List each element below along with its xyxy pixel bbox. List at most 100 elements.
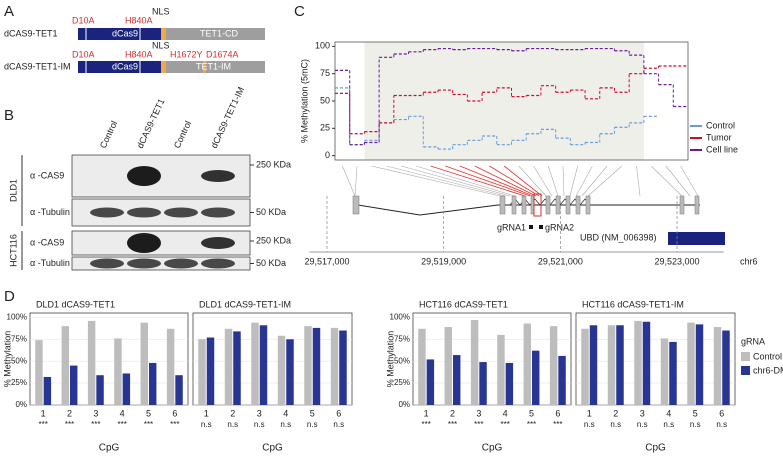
bar <box>259 325 268 405</box>
nls-label: NLS <box>152 6 170 16</box>
significance-label: *** <box>421 420 430 429</box>
x-tick-label: 2 <box>67 408 72 418</box>
bar <box>87 320 96 405</box>
gene-label: UBD (NM_006398) <box>580 232 657 242</box>
band <box>201 258 235 269</box>
x-tick-label: 6 <box>555 408 560 418</box>
exon <box>679 195 685 215</box>
cpg-link <box>474 165 537 197</box>
exon <box>545 195 551 215</box>
construct-name: dCAS9-TET1-IM <box>4 61 71 71</box>
significance-label: *** <box>38 420 47 429</box>
domain-label: dCas9 <box>112 28 138 38</box>
significance-label: n.s <box>201 420 212 429</box>
construct-2: dCAS9-TET1-IM dCas9 TET1-IM D10A H840A H… <box>4 40 265 73</box>
cpg-link <box>401 165 511 197</box>
x-tick-label: 5 <box>693 408 698 418</box>
grna-label: gRNA1 <box>497 222 526 232</box>
lane-label: dCAS9-TET1 <box>135 97 167 150</box>
bar <box>198 339 206 405</box>
y-axis-title: % Methylation (5mC) <box>299 59 309 143</box>
x-axis-title: CpG <box>99 443 120 454</box>
significance-label: n.s <box>227 420 238 429</box>
y-tick-label: 50 <box>320 95 330 105</box>
panel-label: B <box>4 107 14 124</box>
bar <box>43 376 52 405</box>
plot-frame <box>575 312 736 406</box>
significance-label: n.s <box>254 420 265 429</box>
panel-label: C <box>294 3 305 20</box>
x-tick-label: 1 <box>204 408 209 418</box>
significance-label: n.s <box>663 420 674 429</box>
x-tick-label: 6 <box>719 408 724 418</box>
bar <box>233 331 241 405</box>
bar <box>660 338 669 405</box>
x-tick-label: 4 <box>666 408 671 418</box>
bar <box>175 375 183 405</box>
panel-label: A <box>4 3 14 20</box>
tet-domain <box>166 61 265 73</box>
bar <box>722 330 730 405</box>
bar <box>122 373 131 405</box>
chart-title: DLD1 dCAS9-TET1-IM <box>199 299 291 309</box>
x-tick-label: 2 <box>450 408 455 418</box>
x-tick-label: 6 <box>336 408 341 418</box>
nls-domain <box>161 28 166 40</box>
chart-title: HCT116 dCAS9-TET1 <box>419 299 508 309</box>
bar <box>453 355 461 405</box>
exon <box>694 195 700 215</box>
significance-label: n.s <box>584 420 595 429</box>
bar <box>35 340 43 405</box>
significance-label: n.s <box>716 420 727 429</box>
y-tick-label: 25% <box>11 378 27 387</box>
cpg-link <box>636 165 641 197</box>
exon <box>499 195 506 215</box>
mutation-mark <box>203 61 206 73</box>
bar <box>523 323 531 405</box>
x-tick-label: 3 <box>257 408 262 418</box>
y-tick-label: 75% <box>394 334 410 343</box>
x-tick-label: 29,517,000 <box>304 256 349 266</box>
x-tick-label: 5 <box>529 408 534 418</box>
grna-mark <box>529 225 533 229</box>
y-tick-label: 50% <box>394 356 410 365</box>
cpg-link <box>503 165 543 197</box>
chart-title: DLD1 dCAS9-TET1 <box>36 299 115 309</box>
bar <box>532 350 540 405</box>
x-tick-label: 5 <box>146 408 151 418</box>
cpg-link <box>562 165 565 197</box>
bar <box>312 327 321 405</box>
significance-label: *** <box>117 420 126 429</box>
cpg-link <box>371 165 501 197</box>
domain-label: dCas9 <box>112 61 138 71</box>
y-tick-label: 25% <box>394 378 410 387</box>
significance-label: *** <box>500 420 509 429</box>
significance-label: n.s <box>610 420 621 429</box>
plot-frame <box>29 312 189 406</box>
legend-label: chr6-DMR <box>753 365 783 375</box>
bar <box>251 322 259 405</box>
bar <box>166 328 175 405</box>
x-tick-label: 5 <box>310 408 315 418</box>
bar <box>444 327 452 405</box>
x-tick-label: 3 <box>93 408 98 418</box>
x-axis-title: CpG <box>262 443 283 454</box>
significance-label: *** <box>170 420 179 429</box>
mutation-label: H840A <box>125 49 153 59</box>
bar <box>607 325 616 405</box>
domain-label: TET1-IM <box>196 61 231 71</box>
band <box>164 258 198 269</box>
x-tick-label: 3 <box>476 408 481 418</box>
x-axis-title: CpG <box>482 443 503 454</box>
grna-mark <box>539 225 543 229</box>
significance-label: *** <box>144 420 153 429</box>
x-tick-label: 4 <box>120 408 125 418</box>
bar <box>634 320 642 405</box>
significance-label: *** <box>91 420 100 429</box>
bar <box>224 328 233 405</box>
bar <box>418 328 426 405</box>
cell-line-label: HCT116 <box>8 234 18 267</box>
y-axis-title: % Methylation <box>385 331 395 388</box>
exon <box>511 195 517 215</box>
